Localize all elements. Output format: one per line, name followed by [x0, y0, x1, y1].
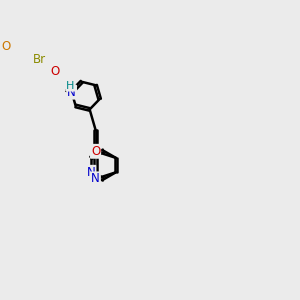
Text: N: N	[67, 85, 76, 99]
Text: N: N	[91, 172, 100, 185]
Text: H: H	[66, 81, 74, 91]
Text: O: O	[51, 65, 60, 78]
Text: O: O	[2, 40, 11, 53]
Text: N: N	[87, 166, 95, 179]
Text: Br: Br	[33, 53, 46, 66]
Text: O: O	[91, 145, 100, 158]
